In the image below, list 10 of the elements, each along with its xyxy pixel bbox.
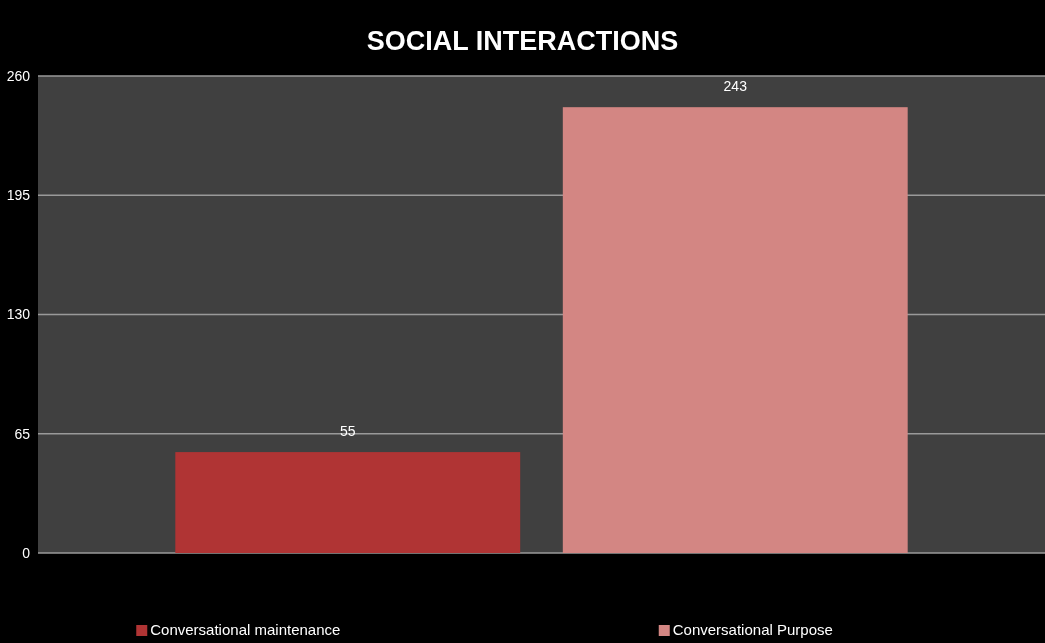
legend-label: Conversational Purpose [672, 621, 833, 638]
y-tick-label: 0 [22, 544, 31, 561]
y-tick-label: 65 [14, 425, 31, 442]
y-tick-label: 130 [6, 306, 31, 323]
data-label: 55 [339, 423, 356, 440]
chart-title: SOCIAL INTERACTIONS [366, 26, 679, 56]
y-tick-label: 260 [6, 67, 31, 84]
y-tick-label: 195 [6, 187, 31, 204]
data-label: 243 [723, 78, 748, 95]
legend-label: Conversational maintenance [150, 621, 341, 638]
